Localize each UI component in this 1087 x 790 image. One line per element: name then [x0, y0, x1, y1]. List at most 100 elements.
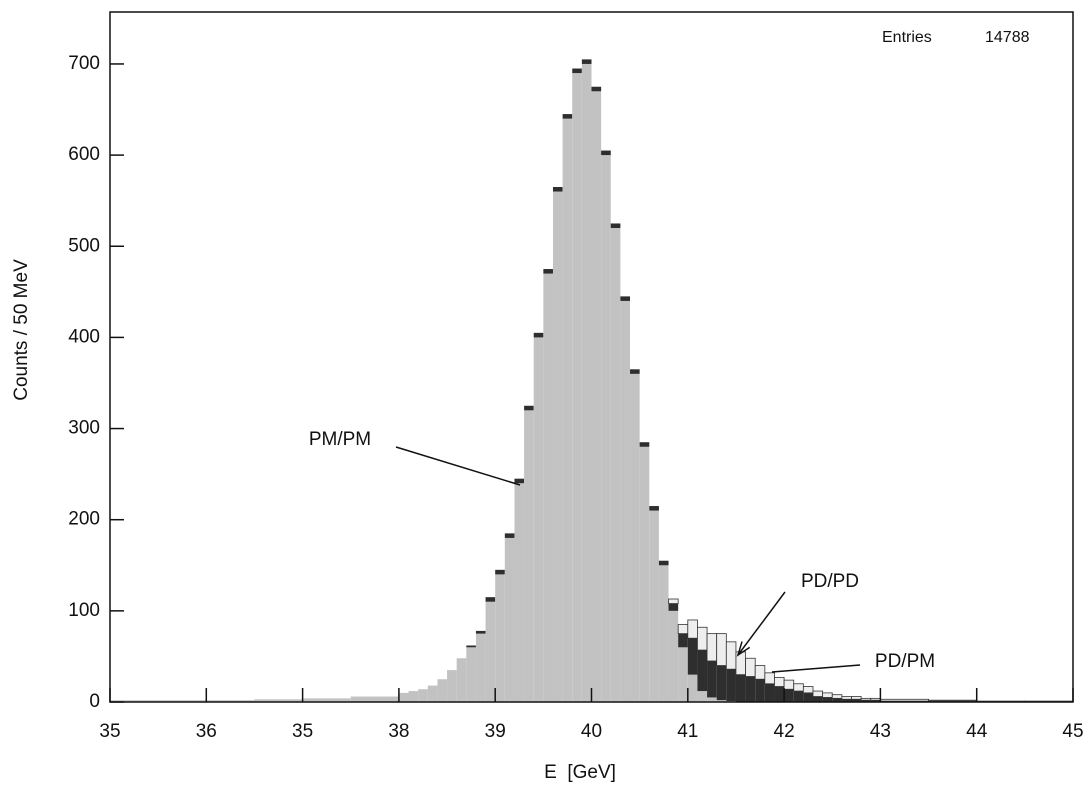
bar	[812, 690, 824, 697]
bar	[639, 446, 650, 702]
series-label: PD/PM	[875, 651, 935, 672]
bar	[495, 569, 505, 575]
bar	[745, 657, 756, 677]
bar	[581, 59, 592, 64]
bar	[581, 63, 592, 703]
bar	[687, 638, 698, 675]
bar	[514, 478, 525, 484]
x-tick-label: 45	[1062, 721, 1083, 742]
bar	[697, 691, 708, 702]
bar	[735, 674, 746, 702]
bar	[658, 565, 669, 702]
bar	[861, 700, 871, 702]
x-tick-label: 38	[388, 721, 409, 742]
bar	[774, 686, 785, 702]
bar	[475, 630, 486, 634]
bar	[427, 685, 438, 702]
bar	[350, 696, 399, 702]
bar	[254, 699, 303, 702]
x-tick-label: 44	[966, 721, 988, 742]
x-tick-label: 39	[485, 721, 506, 742]
bar	[880, 698, 929, 702]
bar	[822, 692, 833, 698]
bar	[610, 228, 621, 702]
bar	[793, 683, 804, 692]
bar	[803, 692, 813, 702]
bar	[822, 697, 833, 702]
bar	[774, 676, 785, 687]
bar	[677, 624, 689, 635]
bar	[466, 645, 476, 648]
bar	[591, 91, 602, 702]
bar	[668, 598, 679, 604]
bar	[707, 697, 717, 702]
bar	[456, 658, 467, 702]
x-tick-label: 41	[677, 721, 698, 742]
bar	[678, 633, 688, 648]
bar	[524, 405, 534, 411]
bar	[831, 694, 843, 699]
bar	[302, 698, 351, 702]
bar	[784, 689, 794, 702]
series-label: PM/PM	[309, 429, 371, 450]
bar	[601, 155, 611, 702]
bar	[206, 700, 255, 702]
bar	[552, 187, 563, 192]
bar	[783, 679, 795, 690]
bar	[543, 269, 553, 274]
bar	[562, 114, 573, 119]
bar	[543, 273, 553, 702]
bar	[398, 692, 409, 702]
bar	[620, 300, 631, 702]
bar	[707, 660, 717, 698]
bar	[716, 665, 727, 701]
bar	[418, 689, 428, 702]
x-tick-label: 40	[581, 721, 602, 742]
bar	[533, 337, 544, 702]
bar	[754, 665, 766, 680]
x-tick-label: 42	[774, 721, 795, 742]
y-tick-label: 400	[68, 326, 100, 347]
bar	[408, 691, 419, 702]
annotation-arrow	[736, 641, 751, 657]
bar	[851, 696, 862, 700]
bar	[495, 574, 505, 702]
x-tick-label: 36	[196, 721, 217, 742]
bar	[755, 679, 765, 702]
bar	[649, 506, 659, 511]
bar	[591, 86, 602, 92]
bar	[610, 223, 621, 229]
y-tick-label: 700	[68, 53, 100, 74]
y-tick-label: 300	[68, 418, 100, 439]
bar	[658, 560, 669, 566]
y-axis-title: Counts / 50 MeV	[11, 259, 32, 401]
bar	[928, 699, 978, 702]
x-axis-title: E [GeV]	[544, 762, 616, 783]
y-tick-label: 100	[68, 600, 100, 621]
bar	[841, 699, 852, 702]
bar	[466, 647, 476, 702]
bar	[524, 410, 534, 702]
bar	[649, 510, 659, 702]
bar	[533, 332, 544, 338]
x-tick-label: 43	[870, 721, 891, 742]
bar	[437, 679, 448, 702]
bar	[158, 700, 207, 702]
bar	[110, 700, 159, 702]
annotation-line	[395, 446, 521, 486]
bar	[812, 696, 823, 702]
y-tick-label: 200	[68, 509, 100, 530]
bar	[504, 533, 515, 538]
bar	[802, 686, 814, 694]
bar	[841, 696, 852, 700]
bar	[447, 670, 457, 702]
series-label: PD/PD	[801, 571, 859, 592]
bar	[630, 369, 640, 374]
bar	[764, 672, 775, 685]
bar	[552, 191, 563, 702]
bar	[716, 700, 727, 702]
bar	[630, 373, 640, 702]
y-tick-label: 600	[68, 144, 100, 165]
bar	[687, 619, 698, 639]
